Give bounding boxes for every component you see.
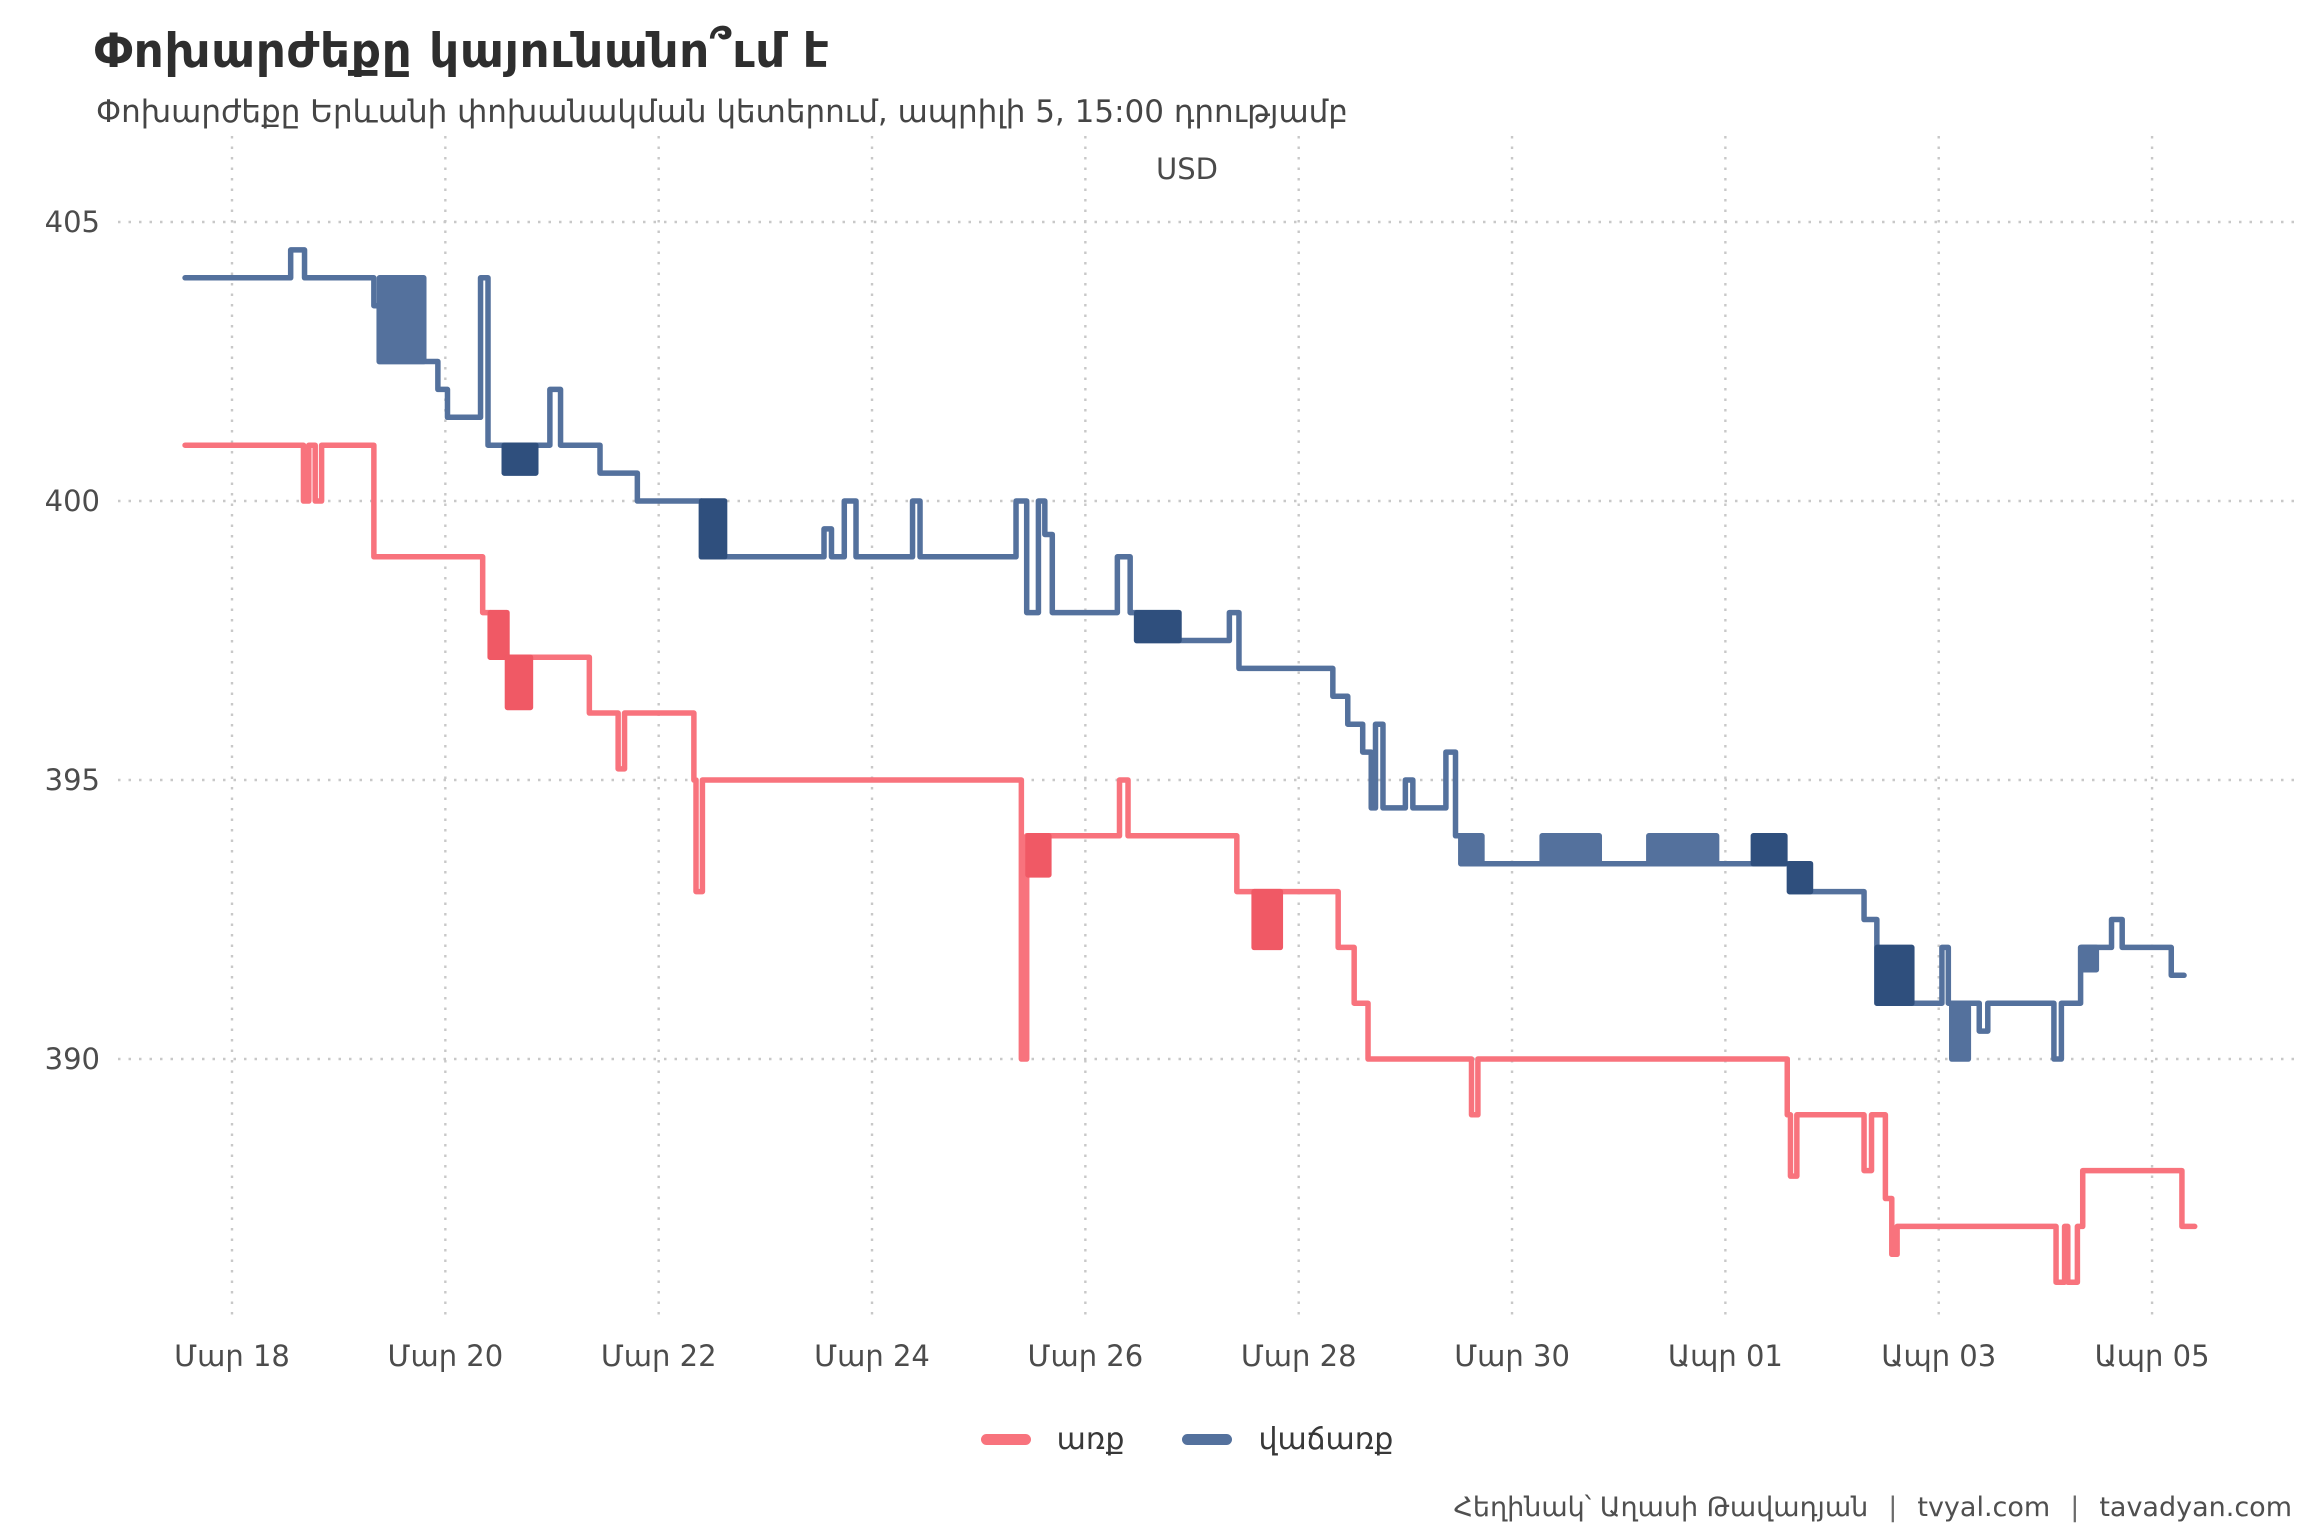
- y-tick-label: 405: [45, 205, 100, 239]
- series-oscillation-block: [501, 442, 539, 476]
- series-oscillation-block: [1949, 1000, 1972, 1062]
- y-tick-label: 390: [45, 1042, 100, 1076]
- x-tick-label: Մար 20: [387, 1339, 503, 1373]
- series-oscillation-block: [1874, 944, 1915, 1006]
- legend-item-sell: վաճառք: [1182, 1422, 1393, 1457]
- footer-link-tavadyan[interactable]: tavadyan.com: [2099, 1492, 2292, 1523]
- x-tick-label: Ապր 03: [1881, 1339, 1996, 1373]
- series-buy-line: [182, 442, 2198, 1285]
- series-oscillation-block: [376, 275, 427, 365]
- series-oscillation-block: [1750, 833, 1788, 867]
- x-tick-label: Ապր 05: [2095, 1339, 2210, 1373]
- x-tick-label: Մար 24: [814, 1339, 930, 1373]
- series-oscillation-block: [1539, 833, 1603, 867]
- page-title: Փոխարժեքը կայունանո՞ւմ է: [94, 24, 830, 79]
- x-tick-label: Ապր 01: [1668, 1339, 1783, 1373]
- legend-swatch: [1182, 1434, 1233, 1445]
- x-tick-label: Մար 26: [1028, 1339, 1144, 1373]
- legend: առք վաճառք: [157, 1422, 2217, 1457]
- x-tick-label: Մար 18: [174, 1339, 290, 1373]
- series-oscillation-block: [1458, 833, 1485, 867]
- footer-separator: |: [1888, 1492, 1898, 1523]
- y-tick-label: 395: [45, 763, 100, 797]
- series-oscillation-block: [2079, 944, 2100, 973]
- footer-author: Հեղինակ՝ Աղասի Թավադյան: [1453, 1492, 1869, 1523]
- footer-credit: Հեղինակ՝ Աղասի Թավադյան | tvyal.com | tavady…: [1454, 1492, 2292, 1523]
- series-oscillation-block: [1134, 609, 1182, 644]
- legend-item-buy: առք: [980, 1422, 1125, 1457]
- series-oscillation-block: [504, 654, 534, 711]
- page-subtitle: Փոխարժեքը Երևանի փոխանակման կետերում, ապ…: [96, 94, 1348, 130]
- series-oscillation-block: [487, 609, 510, 660]
- legend-swatch: [980, 1434, 1031, 1445]
- series-oscillation-block: [1025, 833, 1052, 878]
- footer-separator: |: [2070, 1492, 2080, 1523]
- x-tick-label: Մար 22: [601, 1339, 717, 1373]
- series-oscillation-block: [698, 498, 728, 560]
- currency-label: USD: [1156, 152, 1218, 186]
- legend-label-buy: առք: [1056, 1422, 1125, 1457]
- series-oscillation-block: [1646, 833, 1720, 867]
- footer-link-tvyal[interactable]: tvyal.com: [1917, 1492, 2051, 1523]
- y-tick-label: 400: [45, 484, 100, 518]
- series-oscillation-block: [1251, 888, 1284, 951]
- series-oscillation-block: [1786, 860, 1814, 895]
- series-sell-line: [182, 247, 2187, 1062]
- legend-label-sell: վաճառք: [1258, 1422, 1394, 1457]
- x-tick-label: Մար 30: [1454, 1339, 1570, 1373]
- x-tick-label: Մար 28: [1241, 1339, 1357, 1373]
